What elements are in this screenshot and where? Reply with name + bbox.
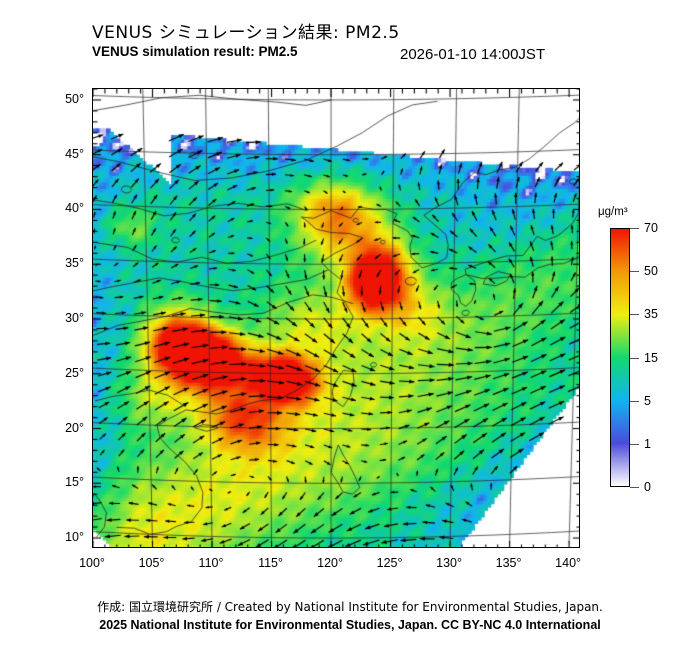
- colorbar-tick-label: 1: [644, 436, 651, 451]
- y-axis-tick-label: 20°: [65, 420, 84, 435]
- x-axis-tick-label: 120°: [317, 556, 343, 570]
- colorbar-tick-mark: [630, 443, 639, 445]
- page-title-english: VENUS simulation result: PM2.5: [92, 44, 298, 59]
- y-axis-tick-label: 25°: [65, 365, 84, 380]
- colorbar-tick-label: 50: [644, 264, 658, 279]
- footer-credit: 作成: 国立環境研究所 / Created by National Instit…: [97, 600, 603, 614]
- map-plot-area: [92, 88, 580, 548]
- colorbar-tick-mark: [630, 357, 639, 359]
- x-axis-tick-label: 130°: [436, 556, 462, 570]
- y-axis-tick-label: 45°: [65, 146, 84, 161]
- colorbar-unit-label: μg/m³: [598, 206, 628, 218]
- y-axis-tick-label: 15°: [65, 475, 84, 490]
- x-axis-tick-label: 110°: [198, 556, 224, 570]
- x-axis-tick-label: 105°: [138, 556, 165, 570]
- page-title-japanese: VENUS シミュレーション結果: PM2.5: [92, 23, 400, 43]
- x-axis-tick-label: 135°: [495, 556, 522, 570]
- colorbar-tick-label: 5: [644, 393, 651, 408]
- colorbar-tick-label: 0: [644, 480, 651, 494]
- colorbar-tick-label: 70: [644, 221, 658, 235]
- x-axis-tick-label: 125°: [376, 556, 403, 570]
- colorbar-tick-mark: [630, 487, 639, 488]
- y-axis-tick-label: 10°: [65, 530, 84, 545]
- colorbar-tick-label: 15: [644, 350, 658, 365]
- colorbar-tick-mark: [630, 271, 639, 273]
- x-axis-tick-label: 100°: [79, 556, 105, 570]
- y-axis-tick-label: 30°: [65, 311, 84, 325]
- timestamp-label: 2026-01-10 14:00JST: [400, 46, 546, 63]
- coastline-graticule-wind-overlay: [93, 89, 579, 547]
- x-axis-tick-label: 115°: [258, 556, 283, 570]
- y-axis-tick-label: 35°: [65, 256, 84, 271]
- y-axis-tick-label: 50°: [65, 91, 84, 106]
- footer-license: 2025 National Institute for Environmenta…: [99, 618, 601, 632]
- y-axis-tick-label: 40°: [65, 201, 84, 216]
- colorbar-tick-mark: [630, 314, 639, 316]
- colorbar: [610, 228, 630, 487]
- x-axis-tick-label: 140°: [555, 556, 582, 570]
- colorbar-gradient: [610, 228, 630, 487]
- colorbar-tick-mark: [630, 400, 639, 402]
- colorbar-tick-mark: [630, 228, 639, 229]
- colorbar-tick-label: 35: [644, 307, 658, 322]
